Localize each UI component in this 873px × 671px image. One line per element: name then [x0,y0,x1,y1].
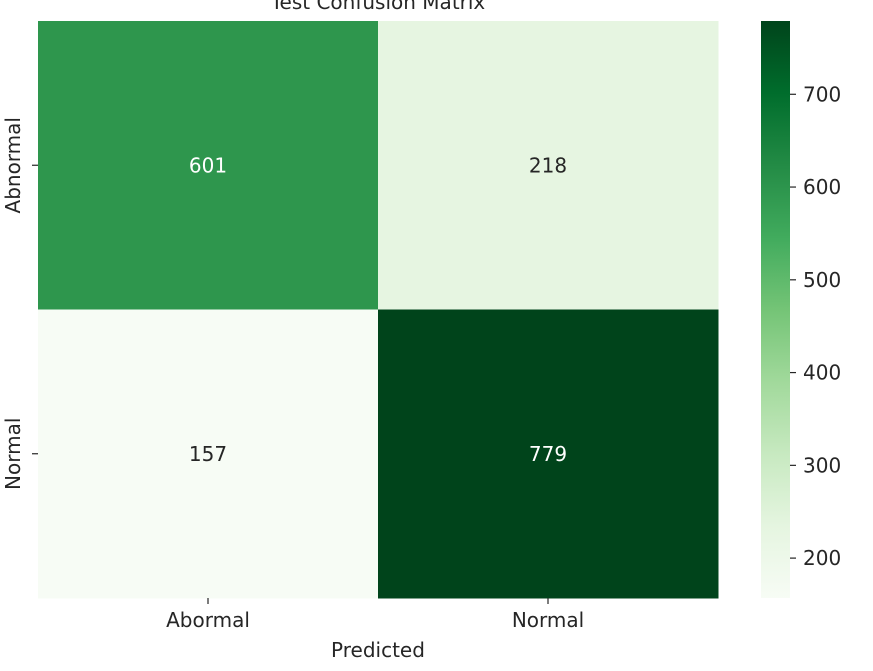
x-tick-label: Abormal [166,608,250,632]
colorbar-tick-label: 600 [803,175,841,199]
cell-value-label: 157 [189,442,227,466]
colorbar-tick-label: 400 [803,361,841,385]
x-tick-label: Normal [512,608,584,632]
heatmap-cells [38,21,719,599]
y-axis: Abnormal Normal [1,117,38,490]
colorbar-tick-label: 300 [803,453,841,477]
x-axis-label: Predicted [331,638,425,662]
cell-value-label: 779 [529,442,567,466]
chart-title: Test Confusion Matrix [270,0,486,14]
colorbar [761,21,790,598]
colorbar-tick-label: 200 [803,546,841,570]
colorbar-ticks: 200 300 400 500 600 700 [790,82,841,570]
y-tick-label: Abnormal [1,117,25,213]
cell-value-label: 218 [529,153,567,177]
colorbar-tick-label: 700 [803,82,841,106]
x-axis: Abormal Normal [166,598,584,632]
y-tick-label: Normal [1,418,25,490]
cell-value-label: 601 [189,153,227,177]
colorbar-tick-label: 500 [803,268,841,292]
